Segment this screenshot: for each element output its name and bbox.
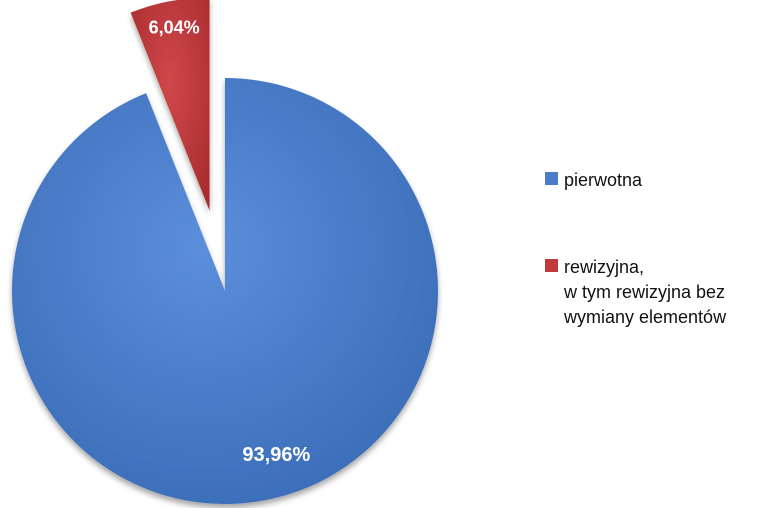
legend-label: pierwotna: [564, 170, 643, 190]
pie-slice-rewizyjna: [130, 0, 210, 211]
data-label-pierwotna: 93,96%: [242, 444, 310, 466]
legend-swatch: [545, 259, 558, 272]
pie-slice-pierwotna: [11, 78, 438, 504]
legend-item: rewizyjna, w tym rewizyjna bez wymiany e…: [545, 255, 755, 330]
data-label-rewizyjna: 6,04%: [149, 17, 200, 37]
legend-swatch: [545, 172, 558, 185]
legend: pierwotna rewizyjna, w tym rewizyjna bez …: [545, 168, 755, 392]
legend-item: pierwotna: [545, 168, 755, 193]
legend-label: rewizyjna, w tym rewizyjna bez wymiany e…: [564, 257, 727, 327]
